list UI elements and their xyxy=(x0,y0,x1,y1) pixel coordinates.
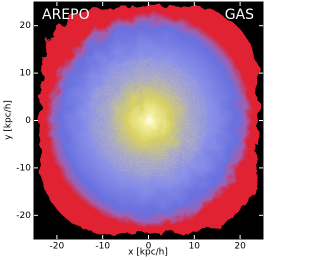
x-tick-label: -10 xyxy=(95,242,110,252)
annotation: GAS xyxy=(225,7,254,23)
annotation: AREPO xyxy=(42,7,90,23)
x-tick-label: 20 xyxy=(234,242,246,252)
y-axis-label: y [kpc/h] xyxy=(4,100,14,140)
chart: AREPO GAS x [kpc/h] y [kpc/h] -20 -10 0 10 2… xyxy=(4,1,264,258)
gas-map xyxy=(34,2,263,239)
y-tick-label: 0 xyxy=(25,116,31,126)
x-tick-label: 0 xyxy=(146,242,152,252)
x-tick-label: -20 xyxy=(50,242,65,252)
x-tick-label: 10 xyxy=(189,242,201,252)
y-tick-label: -10 xyxy=(16,163,31,173)
y-tick-label: 10 xyxy=(20,69,32,79)
y-tick-label: -20 xyxy=(16,211,31,221)
y-tick-label: 20 xyxy=(20,21,32,31)
x-axis-label: x [kpc/h] xyxy=(128,248,168,258)
gas-grain xyxy=(88,58,208,178)
